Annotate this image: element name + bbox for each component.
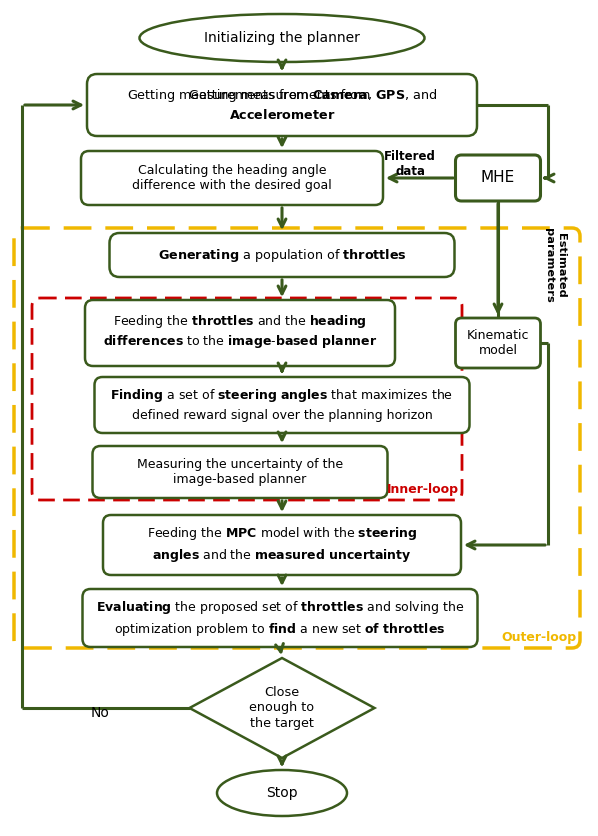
Ellipse shape	[139, 14, 425, 62]
FancyBboxPatch shape	[87, 74, 477, 136]
Ellipse shape	[217, 770, 347, 816]
Text: MHE: MHE	[481, 171, 515, 186]
Text: $\bf{Generating}$ a population of $\bf{throttles}$: $\bf{Generating}$ a population of $\bf{t…	[157, 247, 407, 263]
Text: Feeding the $\bf{MPC}$ model with the $\bf{steering}$: Feeding the $\bf{MPC}$ model with the $\…	[147, 526, 417, 543]
FancyBboxPatch shape	[83, 589, 477, 647]
Text: No: No	[90, 706, 109, 720]
FancyBboxPatch shape	[456, 318, 541, 368]
Text: Outer-loop: Outer-loop	[502, 631, 577, 644]
Text: Calculating the heading angle
difference with the desired goal: Calculating the heading angle difference…	[132, 164, 332, 192]
Text: Measuring the uncertainty of the
image-based planner: Measuring the uncertainty of the image-b…	[137, 458, 343, 486]
Text: Close
enough to
the target: Close enough to the target	[249, 686, 315, 730]
FancyBboxPatch shape	[94, 377, 469, 433]
FancyBboxPatch shape	[93, 446, 388, 498]
Text: Initializing the planner: Initializing the planner	[204, 31, 360, 45]
Text: $\bf{Accelerometer}$: $\bf{Accelerometer}$	[228, 108, 335, 122]
Text: $\bf{angles}$ and the $\bf{measured\ uncertainty}$: $\bf{angles}$ and the $\bf{measured\ unc…	[152, 548, 412, 564]
Text: Estimated
parameters: Estimated parameters	[544, 228, 566, 303]
FancyBboxPatch shape	[109, 233, 454, 277]
Text: Getting measurements from $\bf{Camera}$, $\bf{GPS}$, and: Getting measurements from $\bf{Camera}$,…	[127, 86, 437, 104]
FancyBboxPatch shape	[85, 300, 395, 366]
Text: Stop: Stop	[266, 786, 298, 800]
Polygon shape	[190, 658, 374, 758]
Text: $\bf{Finding}$ a set of $\bf{steering\ angles}$ that maximizes the: $\bf{Finding}$ a set of $\bf{steering\ a…	[111, 386, 453, 404]
Text: $\bf{differences}$ to the $\bf{image\text{-}based\ planner}$: $\bf{differences}$ to the $\bf{image\tex…	[103, 334, 377, 350]
Text: Filtered
data: Filtered data	[384, 150, 436, 178]
FancyBboxPatch shape	[81, 151, 383, 205]
Text: Inner-loop: Inner-loop	[387, 483, 459, 496]
Text: Feeding the $\bf{throttles}$ and the $\bf{heading}$: Feeding the $\bf{throttles}$ and the $\b…	[113, 313, 367, 329]
Text: Kinematic
model: Kinematic model	[467, 329, 529, 357]
Text: Getting measurements from: Getting measurements from	[190, 89, 375, 101]
FancyBboxPatch shape	[103, 515, 461, 575]
FancyBboxPatch shape	[456, 155, 541, 201]
Text: optimization problem to $\bf{find}$ a new set $\bf{of\ throttles}$: optimization problem to $\bf{find}$ a ne…	[114, 620, 446, 638]
Text: $\bf{Evaluating}$ the proposed set of $\bf{throttles}$ and solving the: $\bf{Evaluating}$ the proposed set of $\…	[96, 599, 464, 615]
Text: defined reward signal over the planning horizon: defined reward signal over the planning …	[132, 410, 432, 422]
